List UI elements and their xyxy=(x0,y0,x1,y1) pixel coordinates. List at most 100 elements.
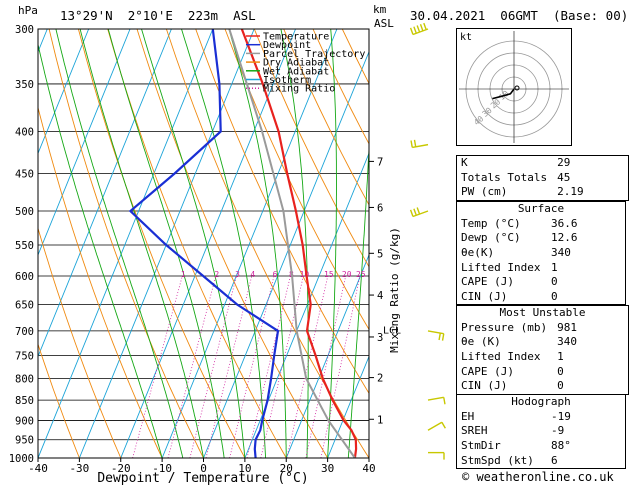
index-label: Temp (°C) xyxy=(461,216,521,230)
index-value: 29 xyxy=(557,156,571,170)
dry-adiabat-line xyxy=(38,342,80,458)
wind-barb-shaft xyxy=(412,28,429,36)
index-row: CIN (J) 0 xyxy=(457,290,626,305)
index-row: StmSpd (kt) 6 xyxy=(457,453,626,468)
wet-adiabat-line xyxy=(181,29,267,458)
index-label: SREH xyxy=(461,424,488,438)
mixing-ratio-label: 15 xyxy=(324,270,334,279)
hodograph-table: Hodograph EH -19 SREH -9 StmDir 88° StmSpd … xyxy=(456,394,626,469)
index-label: θe (K) xyxy=(461,335,501,349)
mixing-ratio-line xyxy=(205,275,253,458)
index-row: PW (cm) 2.19 xyxy=(457,185,629,200)
wind-barb-flag xyxy=(410,140,413,148)
index-label: StmDir xyxy=(461,439,501,453)
dry-adiabat-line xyxy=(136,29,328,458)
pressure-tick-label: 1000 xyxy=(9,453,34,465)
dry-adiabat-line xyxy=(224,29,369,331)
hodograph-trace xyxy=(492,88,515,100)
index-label: θe(K) xyxy=(461,246,495,260)
index-row: SREH -9 xyxy=(457,424,626,439)
pressure-tick-label: 400 xyxy=(15,127,34,139)
isotherm-line xyxy=(244,152,369,458)
pressure-tick-label: 900 xyxy=(15,415,34,427)
km-tick-label: 4 xyxy=(377,290,383,302)
dry-adiabat-line xyxy=(253,29,369,268)
copyright-label: © weatheronline.co.uk xyxy=(462,470,614,484)
mixing-ratio-line xyxy=(246,275,291,458)
x-tick-label: 40 xyxy=(362,462,375,475)
index-value: 340 xyxy=(557,335,577,349)
isotherm-line xyxy=(78,29,255,458)
indices-top-table: K 29 Totals Totals 45 PW (cm) 2.19 xyxy=(456,155,629,201)
legend-label: Dewpoint xyxy=(263,40,311,51)
wind-barb-flag xyxy=(441,333,445,341)
wet-adiabat-line xyxy=(347,139,369,458)
legend-label: Parcel Trajectory xyxy=(263,49,365,60)
x-tick-label: -10 xyxy=(152,462,172,475)
index-label: Pressure (mb) xyxy=(461,320,548,334)
index-row: Pressure (mb) 981 xyxy=(457,321,629,336)
mixing-ratio-line xyxy=(286,275,329,458)
height-unit-label: km xyxy=(373,3,387,16)
most-unstable-title: Most Unstable xyxy=(499,306,586,320)
index-value: -9 xyxy=(551,424,565,438)
wet-adiabat-line xyxy=(327,29,337,458)
wind-barb-flag xyxy=(416,25,421,33)
index-label: CIN (J) xyxy=(461,289,508,303)
location-label: 13°29'N 2°10'E 223m ASL xyxy=(60,8,256,23)
isotherm-line xyxy=(285,253,369,458)
storm-motion-marker xyxy=(514,85,520,91)
index-label: CIN (J) xyxy=(461,379,508,393)
dry-adiabat-line xyxy=(38,105,163,458)
pressure-tick-label: 450 xyxy=(15,168,34,180)
hodograph-title: Hodograph xyxy=(511,395,571,409)
mixing-ratio-line xyxy=(260,275,304,458)
index-value: 981 xyxy=(557,320,577,334)
wind-barb-flag xyxy=(413,208,417,216)
mixing-ratio-label: 20 xyxy=(342,270,352,279)
wet-adiabat-line xyxy=(280,29,309,458)
index-row: K 29 xyxy=(457,156,629,171)
index-value: 0 xyxy=(551,289,558,303)
chart-grid: 1 2 3 4 6 8 10 15 20 25 xyxy=(38,29,369,458)
index-value: 36.6 xyxy=(551,216,578,230)
x-tick-label: 0 xyxy=(200,462,207,475)
index-row: Totals Totals 45 xyxy=(457,171,629,186)
wind-barb-flag xyxy=(413,139,417,147)
index-value: 2.19 xyxy=(557,185,584,199)
wet-adiabat-line xyxy=(228,29,287,458)
dry-adiabat-line xyxy=(107,29,287,458)
km-tick-label: 5 xyxy=(377,248,383,260)
pressure-tick-label: 500 xyxy=(15,206,34,218)
wind-barb-shaft xyxy=(427,396,444,401)
wind-barb-flag xyxy=(409,209,414,217)
pressure-tick-label: 700 xyxy=(15,326,34,338)
wind-barb-flag xyxy=(441,421,446,429)
pressure-tick-label: 850 xyxy=(15,395,34,407)
isotherm-line xyxy=(38,29,172,358)
dry-adiabat-line xyxy=(77,29,246,458)
legend-label: Wet Adiabat xyxy=(263,66,329,77)
mixing-ratio-axis-label: Mixing Ratio (g/kg) xyxy=(388,227,401,353)
wind-barb-flag xyxy=(413,26,417,34)
index-row: EH -19 xyxy=(457,410,626,425)
mixing-ratio-label: 25 xyxy=(356,270,366,279)
mixing-ratio-line xyxy=(229,275,275,458)
index-value: 1 xyxy=(551,260,558,274)
x-tick-label: -20 xyxy=(111,462,131,475)
dry-adiabat-line xyxy=(283,29,369,206)
mixing-ratio-line xyxy=(167,275,217,458)
index-label: EH xyxy=(461,409,475,423)
index-row: StmDir 88° xyxy=(457,439,626,454)
x-tick-label: 30 xyxy=(321,462,334,475)
index-label: CAPE (J) xyxy=(461,364,514,378)
mixing-ratio-line xyxy=(305,275,347,458)
x-axis-label: Dewpoint / Temperature (°C) xyxy=(97,471,308,486)
index-label: PW (cm) xyxy=(461,185,508,199)
index-label: Totals Totals xyxy=(461,170,548,184)
wind-barb-shaft xyxy=(427,421,443,431)
index-value: 45 xyxy=(557,170,571,184)
dry-adiabat-line xyxy=(48,29,204,458)
